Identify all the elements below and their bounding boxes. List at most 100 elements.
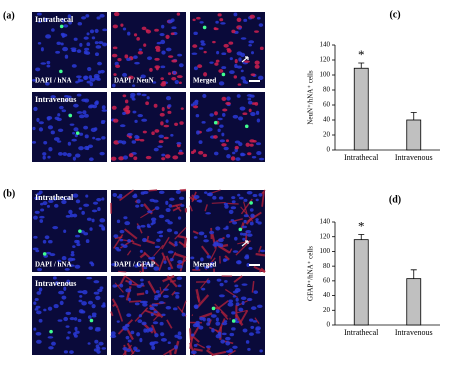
nucleus <box>149 306 155 311</box>
arrow <box>241 240 249 247</box>
nucleus <box>149 67 153 72</box>
nucleus <box>243 214 249 218</box>
nucleus <box>237 260 242 264</box>
nucleus <box>169 197 175 201</box>
nucleus <box>101 136 106 140</box>
nucleus <box>241 300 245 306</box>
nucleus <box>66 279 71 284</box>
nucleus <box>241 283 248 286</box>
nucleus <box>255 142 261 146</box>
nucleus <box>177 260 183 264</box>
fiber <box>132 242 142 247</box>
nucleus <box>203 239 209 243</box>
hna-cell <box>213 120 218 125</box>
nucleus <box>236 51 243 56</box>
nucleus <box>137 319 143 323</box>
nucleus <box>58 105 64 110</box>
nucleus <box>153 147 159 152</box>
nucleus <box>76 49 82 54</box>
nucleus <box>122 27 127 31</box>
nucleus <box>33 106 38 112</box>
nucleus <box>85 14 90 18</box>
nucleus <box>47 155 51 159</box>
nucleus <box>219 282 224 287</box>
micrograph <box>110 274 187 356</box>
nucleus <box>172 307 178 311</box>
nucleus <box>91 304 96 309</box>
nucleus <box>211 328 215 333</box>
nucleus <box>95 137 102 141</box>
nucleus <box>237 193 241 197</box>
hna-cell <box>59 24 64 29</box>
nucleus <box>87 144 94 149</box>
nucleus <box>161 313 166 317</box>
y-tick-label: 0 <box>327 146 331 154</box>
nucleus <box>171 76 177 81</box>
nucleus <box>259 349 263 353</box>
nucleus <box>160 39 166 45</box>
nucleus <box>56 140 62 143</box>
nucleus <box>83 232 89 236</box>
nucleus <box>209 61 214 64</box>
fiber <box>118 270 127 273</box>
nucleus <box>86 32 90 36</box>
nucleus <box>78 114 85 119</box>
nucleus <box>219 18 224 22</box>
nucleus <box>227 302 234 307</box>
nucleus <box>232 221 238 225</box>
nucleus <box>180 204 185 207</box>
error-bar <box>410 112 417 120</box>
nucleus <box>173 345 178 350</box>
row-title: Intrathecal <box>35 15 74 24</box>
nucleus <box>207 127 213 132</box>
row-title: Intrathecal <box>35 193 74 202</box>
nucleus <box>82 290 88 295</box>
nucleus <box>160 77 164 81</box>
nucleus <box>161 50 166 55</box>
nucleus <box>206 317 211 322</box>
nucleus <box>86 217 92 221</box>
nucleus <box>159 33 165 37</box>
fiber <box>147 280 157 294</box>
nucleus <box>246 233 253 237</box>
nucleus <box>250 325 255 329</box>
nucleus <box>128 153 134 158</box>
nucleus <box>243 18 248 22</box>
nucleus <box>99 14 105 18</box>
nucleus <box>205 345 212 349</box>
nucleus <box>190 150 195 155</box>
nucleus <box>85 239 90 244</box>
nucleus <box>170 133 174 137</box>
nucleus <box>203 72 208 77</box>
nucleus <box>46 64 51 68</box>
nucleus <box>77 318 82 323</box>
nucleus <box>157 145 163 148</box>
nucleus <box>158 134 164 138</box>
nucleus <box>127 297 131 302</box>
nucleus <box>219 124 224 128</box>
nucleus <box>170 18 175 22</box>
nucleus <box>133 55 138 60</box>
nucleus <box>220 22 226 25</box>
nucleus <box>133 346 138 351</box>
chart-label: (d) <box>389 194 401 205</box>
nucleus <box>65 311 72 315</box>
nucleus <box>102 28 108 32</box>
nucleus <box>93 127 98 131</box>
nucleus <box>83 113 89 118</box>
nucleus <box>242 232 247 236</box>
nucleus <box>94 28 99 34</box>
nucleus <box>160 82 166 87</box>
nucleus <box>174 80 179 85</box>
hna-cell <box>238 227 243 232</box>
fiber <box>258 245 262 253</box>
nucleus <box>73 127 79 132</box>
nucleus <box>136 92 142 96</box>
nucleus <box>67 257 74 262</box>
nucleus <box>246 191 253 195</box>
nucleus <box>51 28 55 32</box>
nucleus <box>36 117 40 123</box>
nucleus <box>231 200 236 204</box>
nucleus <box>61 109 67 113</box>
fiber <box>159 286 162 295</box>
